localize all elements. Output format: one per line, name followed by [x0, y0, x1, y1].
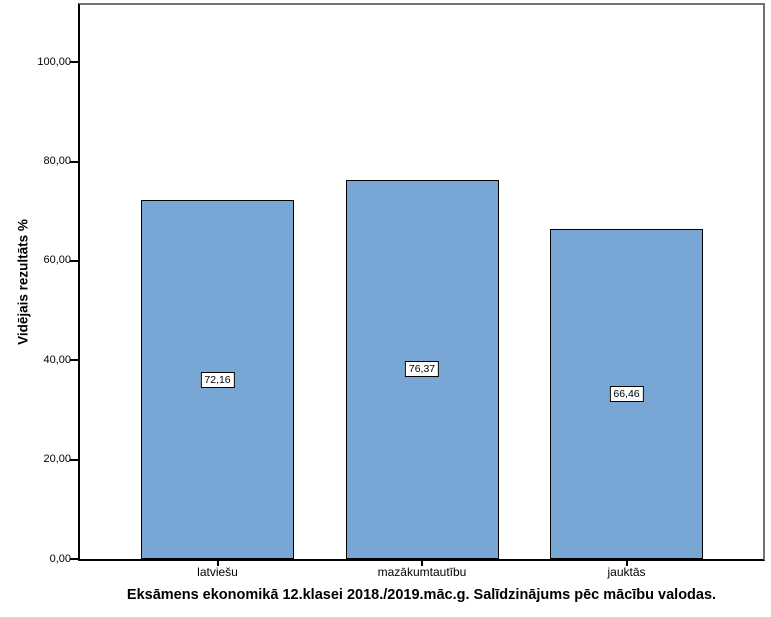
- bar-value-label: 66,46: [609, 385, 644, 402]
- y-axis-tick: [70, 359, 79, 362]
- x-axis-category-label: jauktās: [607, 565, 646, 579]
- chart-title: Eksāmens ekonomikā 12.klasei 2018./2019.…: [126, 587, 717, 603]
- bar-value-label: 76,37: [404, 361, 440, 378]
- x-axis-category-label: mazākumtautību: [377, 565, 467, 579]
- y-axis-tick-label: 40,00: [43, 353, 71, 366]
- y-axis-tick: [70, 558, 79, 560]
- x-axis-tick: [216, 561, 219, 566]
- y-axis-tick-label: 60,00: [43, 254, 71, 267]
- y-axis-tick: [70, 458, 79, 461]
- y-axis-tick-label: 80,00: [43, 155, 71, 167]
- bar-value-label: 72,16: [200, 371, 235, 388]
- y-axis-tick-label: 20,00: [43, 453, 71, 466]
- y-axis-tick-label: 100,00: [37, 55, 71, 68]
- x-axis-category-label: latviešu: [197, 565, 238, 579]
- y-axis-tick: [70, 160, 79, 163]
- y-axis-tick: [70, 259, 79, 262]
- y-axis-tick: [70, 61, 79, 64]
- x-axis-tick: [625, 561, 628, 566]
- plot-area: 0,00 20,00 40,00 60,00 80,00 100,00 72,16 latvi…: [37, 3, 765, 579]
- y-axis-tick-label: 0,00: [49, 552, 71, 565]
- y-axis-title: Vidējais rezultāts %: [15, 219, 31, 345]
- x-axis-tick: [421, 561, 423, 566]
